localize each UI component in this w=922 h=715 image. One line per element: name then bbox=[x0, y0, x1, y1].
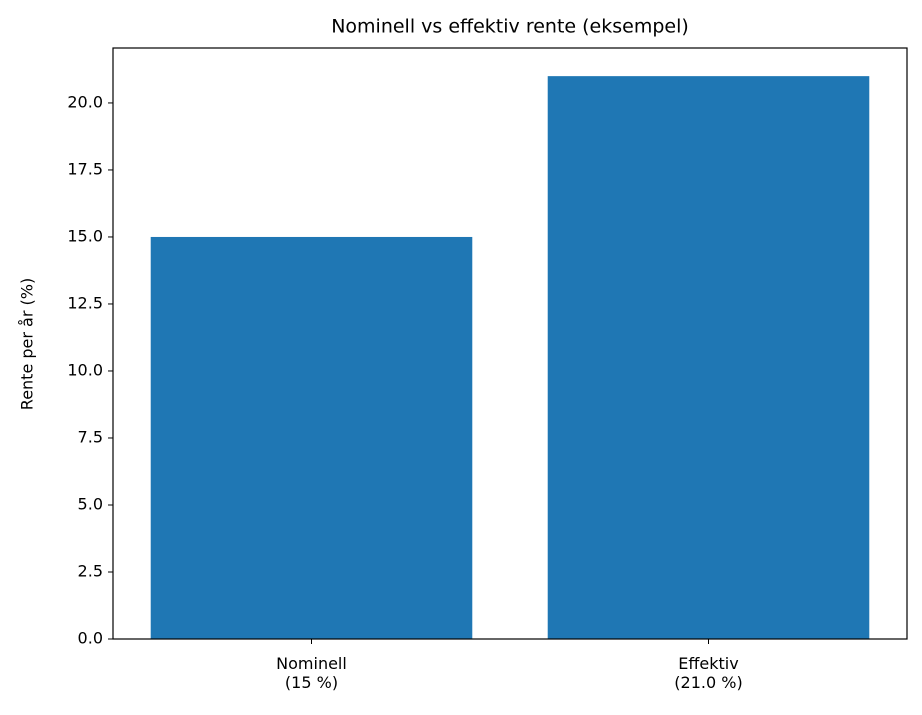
y-tick-label: 5.0 bbox=[78, 494, 103, 513]
x-tick-label: Nominell (15 %) bbox=[276, 654, 347, 692]
y-tick-label: 12.5 bbox=[67, 293, 103, 312]
chart-title: Nominell vs effektiv rente (eksempel) bbox=[331, 16, 689, 38]
y-tick-label: 20.0 bbox=[67, 92, 103, 111]
x-tick-label: Effektiv (21.0 %) bbox=[674, 654, 743, 692]
y-axis-label: Rente per år (%) bbox=[18, 278, 37, 410]
y-tick-label: 17.5 bbox=[67, 159, 103, 178]
plot-frame bbox=[112, 47, 908, 640]
y-tick-label: 10.0 bbox=[67, 360, 103, 379]
bar bbox=[150, 236, 473, 640]
y-tick-label: 15.0 bbox=[67, 226, 103, 245]
bar bbox=[547, 76, 870, 639]
y-tick-label: 2.5 bbox=[78, 561, 103, 580]
y-tick-label: 7.5 bbox=[78, 427, 103, 446]
y-tick-label: 0.0 bbox=[78, 629, 103, 648]
